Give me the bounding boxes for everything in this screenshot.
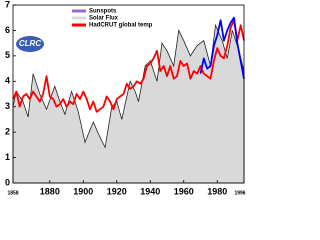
chart: 0 1 2 3 4 5 6 7 1858 1880 1900 1920 1940 1960 1980 1996… — [4, 0, 246, 197]
x-tick-label: 1960 — [174, 186, 194, 196]
x-tick-label: 1880 — [40, 186, 60, 196]
y-tick-label: 3 — [5, 101, 10, 111]
x-tick-label: 1900 — [73, 186, 93, 196]
legend-label: HadCRUT global temp — [89, 23, 153, 29]
y-tick-label: 6 — [5, 25, 10, 35]
y-tick-label: 4 — [5, 76, 10, 86]
x-tick-label: 1858 — [7, 190, 18, 196]
line — [199, 16, 245, 79]
y-tick-label: 2 — [5, 127, 10, 137]
y-tick-label: 7 — [5, 0, 10, 9]
x-tick-label: 1940 — [140, 186, 160, 196]
legend-label: Sunspots — [89, 9, 117, 15]
x-tick-label: 1920 — [107, 186, 127, 196]
logo-badge — [16, 36, 44, 52]
x-tick-label: 1980 — [207, 186, 227, 196]
y-tick-label: 0 — [5, 177, 10, 187]
line — [12, 19, 245, 113]
plot-frame — [12, 4, 245, 184]
plot: 0 1 2 3 4 5 6 7 1858 1880 1900 1920 1940 1960 1980 1996… — [5, 0, 246, 196]
y-tick-label: 5 — [5, 50, 10, 60]
logo: CLRC — [16, 36, 44, 52]
legend-label: Solar Flux — [89, 16, 119, 22]
y-tick-label: 1 — [5, 152, 10, 162]
x-tick-label: 1996 — [234, 190, 245, 196]
logo-text: CLRC — [19, 39, 41, 48]
